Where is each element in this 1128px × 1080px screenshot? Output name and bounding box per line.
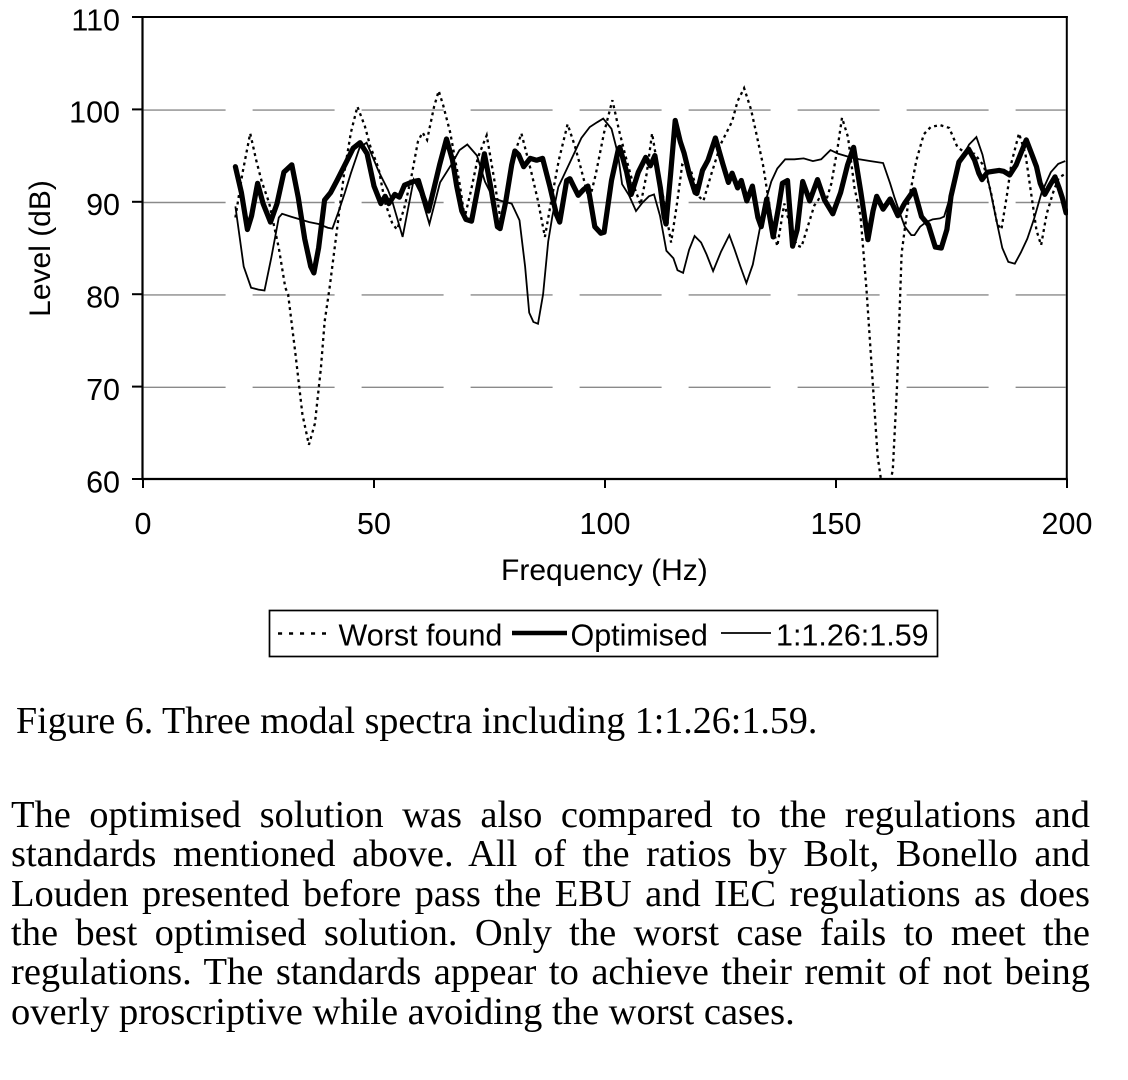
- svg-text:200: 200: [1042, 507, 1093, 541]
- svg-text:110: 110: [71, 3, 120, 37]
- svg-text:0: 0: [135, 507, 152, 541]
- svg-text:50: 50: [357, 507, 391, 541]
- svg-text:150: 150: [811, 507, 862, 541]
- svg-text:1:1.26:1.59: 1:1.26:1.59: [776, 619, 929, 653]
- svg-text:80: 80: [86, 281, 120, 315]
- svg-text:100: 100: [580, 507, 631, 541]
- svg-text:Optimised: Optimised: [571, 619, 708, 653]
- svg-text:100: 100: [69, 96, 120, 130]
- svg-text:Level (dB): Level (dB): [24, 180, 57, 317]
- svg-text:Frequency (Hz): Frequency (Hz): [501, 554, 708, 587]
- svg-text:Worst found: Worst found: [339, 619, 503, 653]
- svg-text:90: 90: [86, 188, 120, 222]
- svg-text:60: 60: [86, 465, 120, 499]
- svg-text:70: 70: [86, 373, 120, 407]
